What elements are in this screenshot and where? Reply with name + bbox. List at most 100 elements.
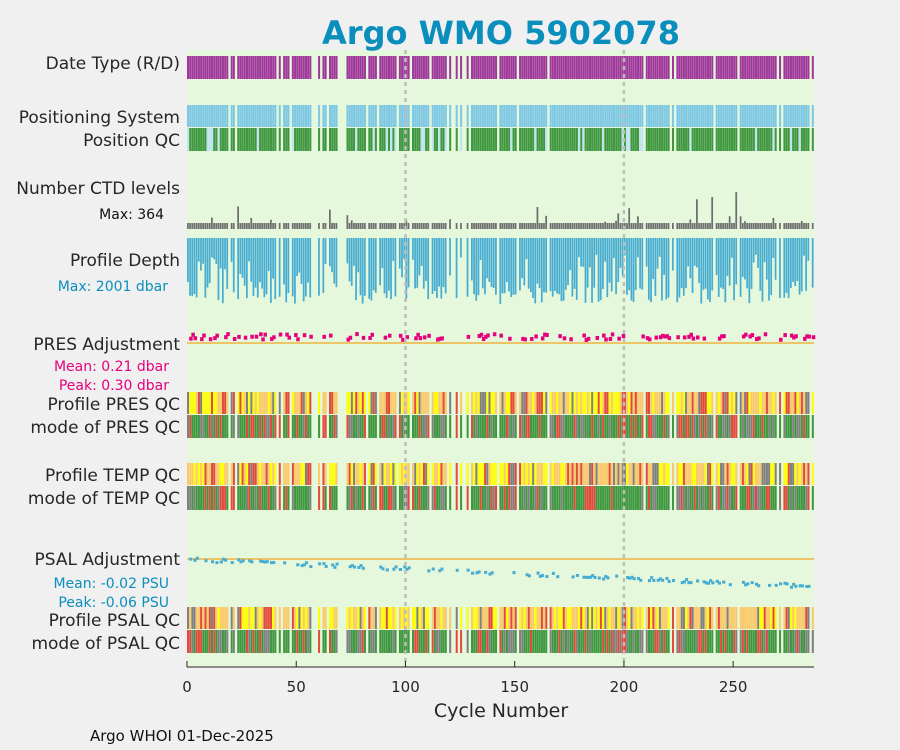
- qc-cell: [639, 463, 642, 485]
- qc-cell: [770, 463, 773, 485]
- qc-cell: [578, 607, 581, 629]
- qc-cell: [696, 630, 699, 653]
- qc-cell: [551, 486, 554, 510]
- qc-cell: [709, 607, 712, 629]
- qc-cell: [431, 392, 434, 414]
- qc-cell: [619, 630, 622, 653]
- date-type-cell: [368, 56, 371, 79]
- qc-cell: [484, 486, 487, 510]
- qc-cell: [562, 463, 565, 485]
- qc-cell: [193, 392, 196, 414]
- qc-cell: [521, 630, 524, 653]
- qc-cell: [783, 607, 786, 629]
- ctd-levels-bar: [798, 223, 801, 229]
- qc-cell: [798, 607, 801, 629]
- qc-cell: [204, 486, 207, 510]
- qc-cell: [245, 463, 248, 485]
- row-label-mode-pres-qc: mode of PRES QC: [30, 418, 180, 438]
- qc-cell: [333, 463, 336, 485]
- qc-cell: [667, 392, 670, 414]
- qc-cell: [726, 415, 729, 438]
- qc-cell: [534, 607, 537, 629]
- ctd-levels-bar: [440, 223, 443, 229]
- qc-cell: [422, 607, 425, 629]
- psal-adjustment-point: [650, 576, 654, 580]
- qc-cell: [733, 486, 736, 510]
- profile-depth-bar: [728, 238, 731, 286]
- positioning-cell: [427, 105, 430, 127]
- qc-cell: [667, 415, 670, 438]
- qc-cell: [302, 392, 305, 414]
- pres-adjustment-point: [499, 333, 503, 338]
- qc-cell: [442, 486, 445, 510]
- qc-cell: [418, 463, 421, 485]
- row-label-position-qc: Position QC: [83, 131, 180, 151]
- qc-cell: [495, 630, 498, 653]
- qc-cell: [455, 415, 458, 438]
- positioning-cell: [248, 105, 251, 127]
- qc-cell: [363, 463, 366, 485]
- qc-cell: [534, 392, 537, 414]
- position-qc-cell: [800, 128, 803, 151]
- psal-adjustment-point: [556, 575, 560, 579]
- profile-depth-bar: [418, 238, 421, 276]
- date-type-cell: [484, 56, 487, 79]
- qc-cell: [763, 486, 766, 510]
- qc-cell: [294, 415, 297, 438]
- positioning-cell: [245, 105, 248, 127]
- positioning-cell: [350, 105, 353, 127]
- profile-depth-bar: [239, 238, 242, 274]
- psal-adjustment-point: [591, 574, 595, 578]
- qc-cell: [595, 630, 598, 653]
- positioning-cell: [355, 105, 358, 127]
- qc-cell: [595, 392, 598, 414]
- ctd-levels-bar: [189, 223, 191, 229]
- qc-cell: [187, 463, 190, 485]
- qc-cell: [654, 486, 657, 510]
- qc-cell: [702, 630, 705, 653]
- qc-cell: [521, 486, 524, 510]
- qc-cell: [335, 486, 338, 510]
- date-type-cell: [586, 56, 589, 79]
- profile-depth-bar: [720, 238, 722, 288]
- qc-cell: [661, 486, 664, 510]
- pres-adjustment-point: [259, 332, 263, 337]
- qc-cell: [486, 486, 489, 510]
- date-type-cell: [294, 56, 297, 79]
- qc-cell: [416, 607, 419, 629]
- qc-cell: [527, 486, 530, 510]
- qc-cell: [383, 607, 386, 629]
- qc-cell: [287, 607, 290, 629]
- qc-cell: [641, 392, 644, 414]
- qc-cell: [748, 630, 751, 653]
- ctd-levels-bar: [433, 223, 436, 229]
- qc-cell: [805, 392, 808, 414]
- pres-adjustment-point: [663, 334, 667, 339]
- qc-cell: [294, 392, 297, 414]
- qc-cell: [735, 392, 738, 414]
- qc-cell: [551, 415, 554, 438]
- qc-cell: [700, 486, 703, 510]
- qc-cell: [259, 392, 262, 414]
- qc-cell: [438, 415, 441, 438]
- pres-adjustment-point: [602, 333, 606, 338]
- qc-cell: [274, 486, 277, 510]
- positioning-cell: [685, 105, 688, 127]
- positioning-cell: [798, 105, 801, 127]
- qc-cell: [785, 463, 788, 485]
- position-qc-cell: [195, 128, 198, 151]
- date-type-cell: [492, 56, 495, 79]
- qc-cell: [573, 463, 576, 485]
- row-label-profile-pres-qc: Profile PRES QC: [47, 395, 180, 415]
- position-qc-cell: [335, 128, 338, 151]
- qc-cell: [545, 415, 548, 438]
- position-qc-cell: [689, 128, 692, 151]
- positioning-cell: [346, 105, 349, 127]
- qc-cell: [626, 630, 629, 653]
- qc-cell: [744, 486, 747, 510]
- position-qc-cell: [204, 128, 207, 151]
- qc-cell: [724, 415, 727, 438]
- psal-adjustment-point: [525, 573, 529, 577]
- qc-cell: [346, 415, 349, 438]
- qc-cell: [717, 486, 720, 510]
